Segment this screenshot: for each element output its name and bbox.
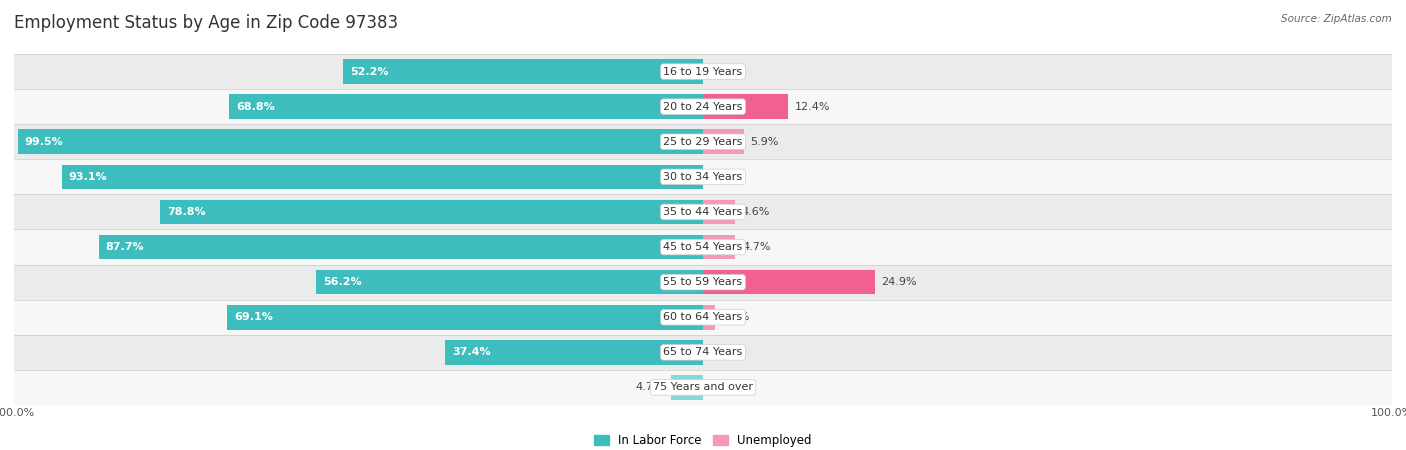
Bar [226,305,703,329]
Bar [14,54,1392,89]
Text: 69.1%: 69.1% [233,312,273,322]
Text: 60 to 64 Years: 60 to 64 Years [664,312,742,322]
Text: 87.7%: 87.7% [105,242,145,252]
Text: 24.9%: 24.9% [882,277,917,287]
Text: 45 to 54 Years: 45 to 54 Years [664,242,742,252]
Bar [14,370,1392,405]
Bar [14,89,1392,124]
Text: 4.7%: 4.7% [742,242,770,252]
Text: 20 to 24 Years: 20 to 24 Years [664,102,742,112]
Bar [62,165,703,189]
Bar [671,375,703,400]
Text: 4.7%: 4.7% [636,382,664,392]
Bar [343,59,703,84]
Legend: In Labor Force, Unemployed: In Labor Force, Unemployed [589,429,817,450]
Bar [703,130,744,154]
Bar [160,200,703,224]
Text: Employment Status by Age in Zip Code 97383: Employment Status by Age in Zip Code 973… [14,14,398,32]
Text: 12.4%: 12.4% [796,102,831,112]
Bar [14,335,1392,370]
Text: 56.2%: 56.2% [323,277,361,287]
Text: 93.1%: 93.1% [69,172,107,182]
Text: 1.7%: 1.7% [721,312,749,322]
Text: 78.8%: 78.8% [167,207,205,217]
Text: 75 Years and over: 75 Years and over [652,382,754,392]
Bar [316,270,703,294]
Text: 30 to 34 Years: 30 to 34 Years [664,172,742,182]
Bar [703,305,714,329]
Text: 37.4%: 37.4% [453,347,491,357]
Bar [14,124,1392,159]
Bar [703,94,789,119]
Text: 16 to 19 Years: 16 to 19 Years [664,67,742,76]
Text: 0.0%: 0.0% [710,67,738,76]
Text: 35 to 44 Years: 35 to 44 Years [664,207,742,217]
Bar [14,159,1392,194]
Text: 5.9%: 5.9% [751,137,779,147]
Bar [14,194,1392,230]
Text: 4.6%: 4.6% [741,207,770,217]
Text: 52.2%: 52.2% [350,67,389,76]
Text: 68.8%: 68.8% [236,102,274,112]
Text: 0.0%: 0.0% [710,382,738,392]
Text: 0.0%: 0.0% [710,172,738,182]
Bar [14,300,1392,335]
Bar [446,340,703,364]
Bar [703,235,735,259]
Text: 25 to 29 Years: 25 to 29 Years [664,137,742,147]
Bar [17,130,703,154]
Text: 0.0%: 0.0% [710,347,738,357]
Text: 65 to 74 Years: 65 to 74 Years [664,347,742,357]
Bar [703,270,875,294]
Bar [98,235,703,259]
Bar [14,265,1392,300]
Text: 55 to 59 Years: 55 to 59 Years [664,277,742,287]
Text: Source: ZipAtlas.com: Source: ZipAtlas.com [1281,14,1392,23]
Bar [14,230,1392,265]
Bar [229,94,703,119]
Bar [703,200,735,224]
Text: 99.5%: 99.5% [24,137,63,147]
